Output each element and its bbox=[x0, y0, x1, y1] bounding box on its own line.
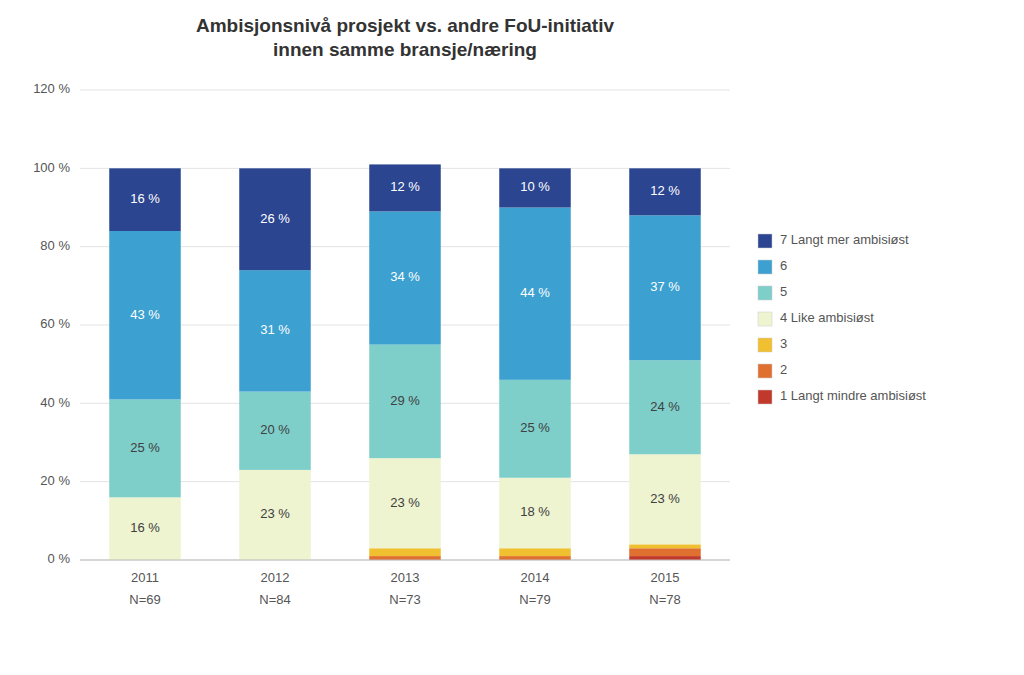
y-tick-label: 100 % bbox=[33, 160, 70, 175]
x-tick-label: 2011 bbox=[131, 570, 159, 585]
x-axis: 2011 2012 2013 2014 2015 N=69 N=84 N=73 N=79 N=78 bbox=[80, 560, 730, 607]
data-label: 37 % bbox=[650, 279, 680, 294]
bar-segment bbox=[109, 497, 181, 560]
n-label: N=69 bbox=[129, 592, 160, 607]
y-axis: 0 % 20 % 40 % 60 % 80 % 100 % 120 % bbox=[33, 81, 70, 566]
x-tick-label: 2012 bbox=[261, 570, 290, 585]
n-label: N=73 bbox=[389, 592, 420, 607]
data-label: 16 % bbox=[130, 520, 160, 535]
n-label: N=84 bbox=[259, 592, 290, 607]
legend-swatch bbox=[758, 260, 772, 274]
data-label: 23 % bbox=[650, 491, 680, 506]
bar-segment bbox=[109, 399, 181, 497]
bar-segment bbox=[629, 544, 701, 548]
bar-segment bbox=[629, 454, 701, 544]
data-label: 31 % bbox=[260, 322, 290, 337]
bar-segment bbox=[629, 215, 701, 360]
bar-segment bbox=[499, 208, 571, 380]
y-tick-label: 20 % bbox=[40, 473, 70, 488]
data-label: 20 % bbox=[260, 422, 290, 437]
bar-segment bbox=[109, 231, 181, 399]
data-label: 25 % bbox=[520, 420, 550, 435]
title: Ambisjonsnivå prosjekt vs. andre FoU-ini… bbox=[196, 15, 615, 60]
legend-label: 5 bbox=[780, 284, 787, 299]
bar-segment bbox=[239, 270, 311, 391]
page: {"chart_data": { "type": "bar", "stacked… bbox=[0, 0, 1024, 675]
legend-label: 3 bbox=[780, 336, 787, 351]
data-label: 18 % bbox=[520, 504, 550, 519]
legend-swatch bbox=[758, 338, 772, 352]
data-label: 26 % bbox=[260, 211, 290, 226]
y-tick-label: 40 % bbox=[40, 395, 70, 410]
data-label: 24 % bbox=[650, 399, 680, 414]
bar-segment bbox=[369, 556, 441, 560]
grid bbox=[80, 90, 730, 560]
bar-segment bbox=[369, 345, 441, 459]
legend-swatch bbox=[758, 234, 772, 248]
bar-segment bbox=[109, 168, 181, 231]
bar-segment bbox=[239, 168, 311, 270]
legend-label: 2 bbox=[780, 362, 787, 377]
bar-segment bbox=[629, 556, 701, 560]
data-labels: 16 % 23 % 23 % 18 % 23 % 25 % 20 % 29 % 25 % 24 %… bbox=[130, 179, 680, 535]
chart: Ambisjonsnivå prosjekt vs. andre FoU-ini… bbox=[0, 0, 1024, 675]
data-label: 29 % bbox=[390, 393, 420, 408]
legend-label: 6 bbox=[780, 258, 787, 273]
legend-swatch bbox=[758, 312, 772, 326]
bar-segment bbox=[499, 168, 571, 207]
data-label: 10 % bbox=[520, 179, 550, 194]
data-label: 25 % bbox=[130, 440, 160, 455]
x-tick-label: 2013 bbox=[391, 570, 420, 585]
grid-line bbox=[80, 560, 730, 561]
bar-segment bbox=[239, 392, 311, 470]
bar-segment bbox=[499, 478, 571, 549]
data-label: 23 % bbox=[260, 506, 290, 521]
bar-segment bbox=[629, 360, 701, 454]
y-tick-label: 80 % bbox=[40, 238, 70, 253]
n-label: N=78 bbox=[649, 592, 680, 607]
bar-segment bbox=[369, 164, 441, 211]
legend-label: 7 Langt mer ambisiøst bbox=[780, 232, 909, 247]
x-axis-line bbox=[80, 560, 730, 561]
legend-label: 4 Like ambisiøst bbox=[780, 310, 874, 325]
bar-segment bbox=[499, 548, 571, 556]
data-label: 12 % bbox=[390, 179, 420, 194]
grid-line bbox=[80, 90, 730, 91]
n-label: N=79 bbox=[519, 592, 550, 607]
y-tick-label: 0 % bbox=[48, 551, 71, 566]
bar-segment bbox=[369, 458, 441, 548]
legend-swatch bbox=[758, 286, 772, 300]
legend-label: 1 Langt mindre ambisiøst bbox=[780, 388, 926, 403]
data-label: 23 % bbox=[390, 495, 420, 510]
title-line: Ambisjonsnivå prosjekt vs. andre FoU-ini… bbox=[196, 15, 615, 36]
data-label: 44 % bbox=[520, 285, 550, 300]
y-tick-label: 60 % bbox=[40, 316, 70, 331]
title-line: innen samme bransje/næring bbox=[273, 39, 537, 60]
bar-segment bbox=[629, 168, 701, 215]
bars bbox=[109, 164, 701, 560]
legend: 7 Langt mer ambisiøst 6 5 4 Like ambisiøst 3… bbox=[758, 232, 926, 404]
bar-segment bbox=[369, 548, 441, 556]
data-label: 12 % bbox=[650, 183, 680, 198]
legend-swatch bbox=[758, 364, 772, 378]
bar-segment bbox=[369, 211, 441, 344]
bar-segment bbox=[239, 470, 311, 560]
bar-segment bbox=[499, 556, 571, 560]
x-tick-label: 2014 bbox=[521, 570, 550, 585]
y-tick-label: 120 % bbox=[33, 81, 70, 96]
bar-segment bbox=[629, 548, 701, 556]
legend-swatch bbox=[758, 390, 772, 404]
data-label: 34 % bbox=[390, 269, 420, 284]
bar-segment bbox=[499, 380, 571, 478]
data-label: 43 % bbox=[130, 307, 160, 322]
data-label: 16 % bbox=[130, 191, 160, 206]
x-tick-label: 2015 bbox=[651, 570, 680, 585]
